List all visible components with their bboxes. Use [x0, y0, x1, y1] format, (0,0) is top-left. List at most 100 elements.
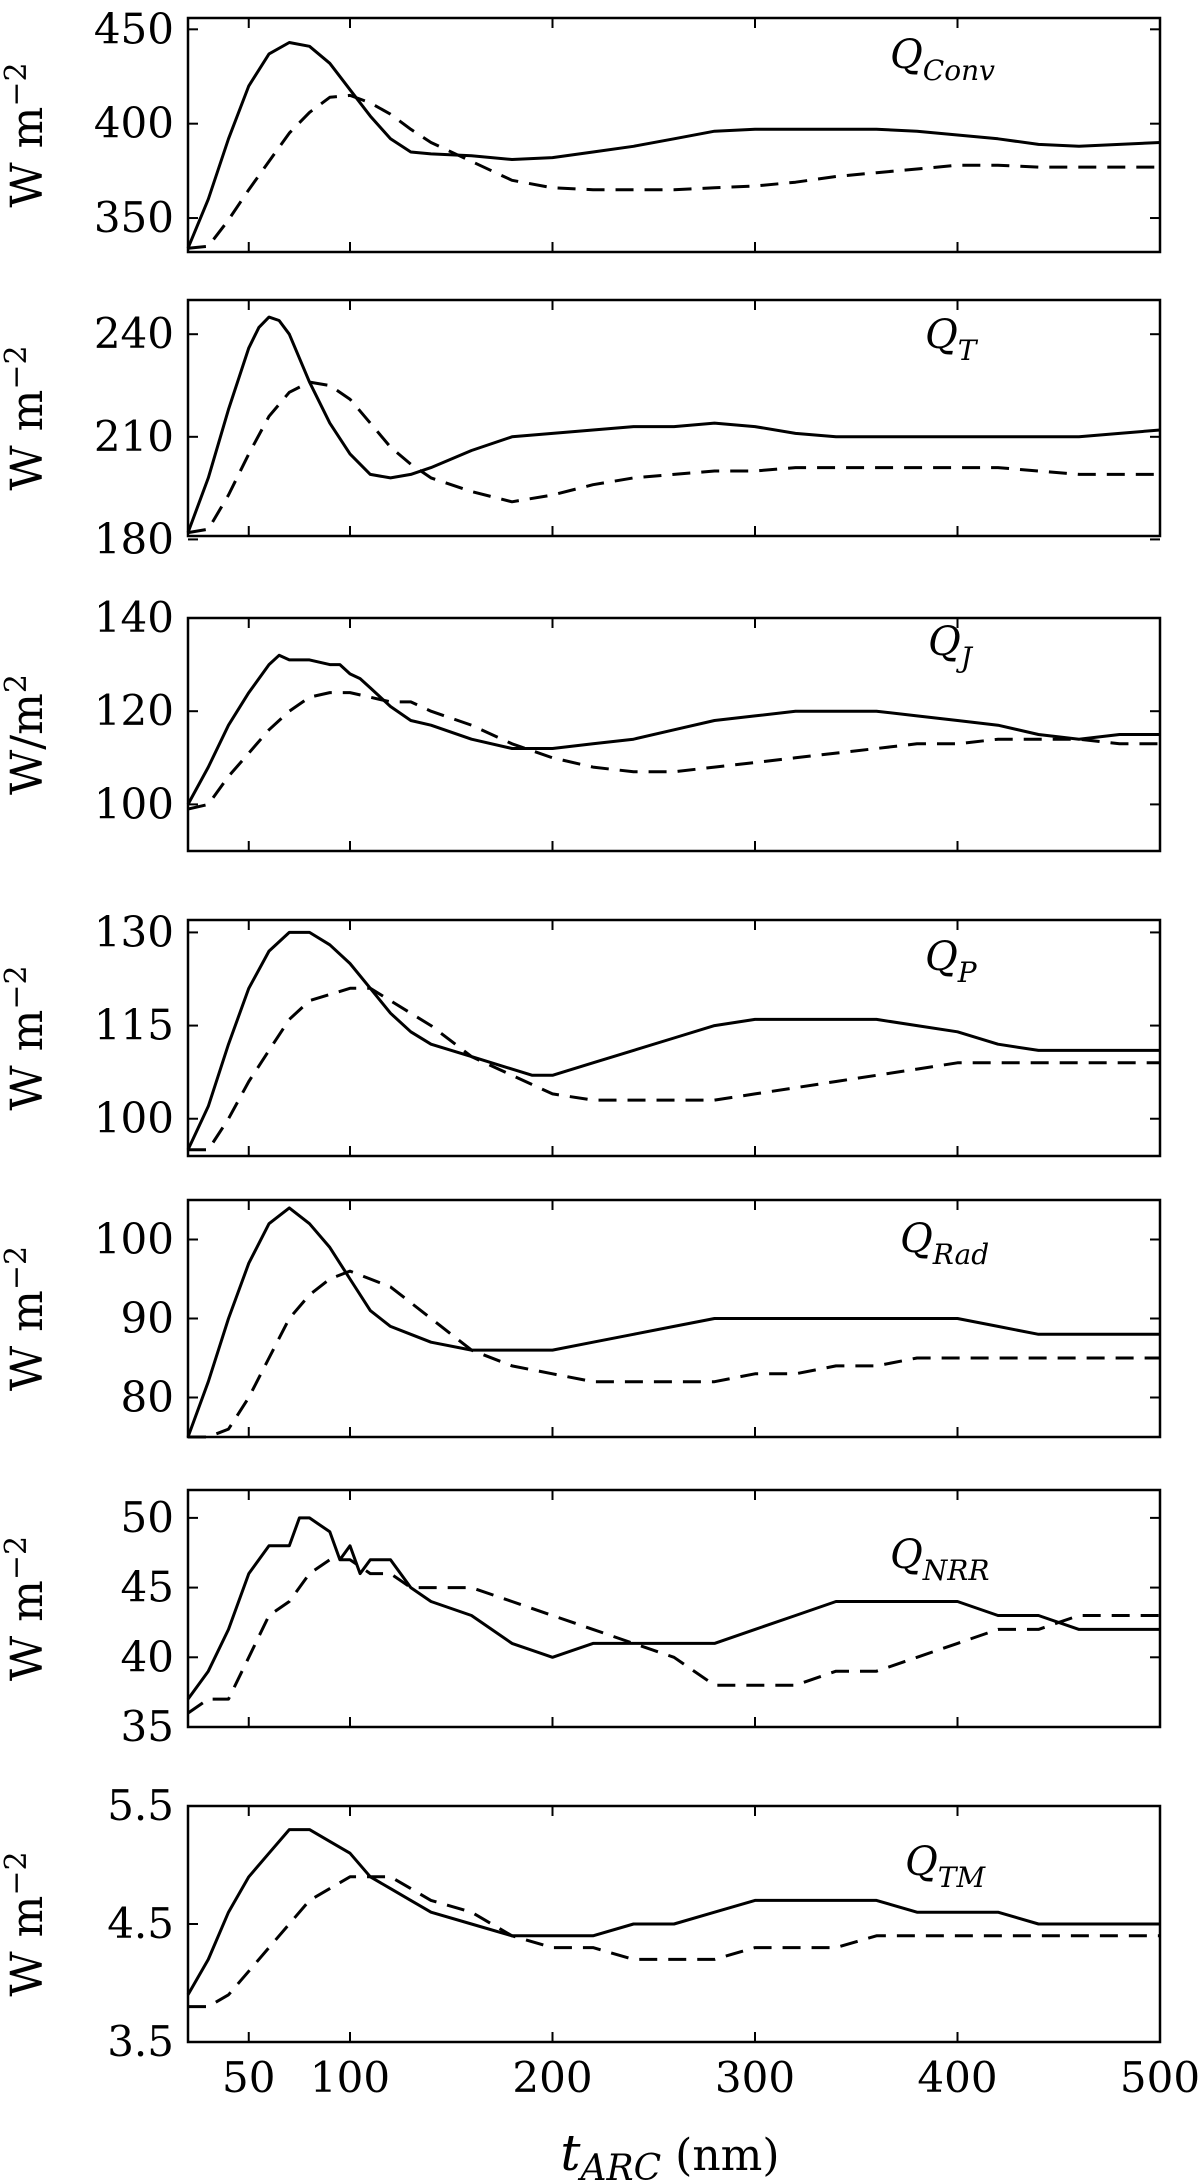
plot-frame — [186, 1198, 1162, 1439]
panel-conv: 350 400 450 W m−2 QConv — [0, 4, 1162, 254]
y-axis-label-unit: W m — [2, 1010, 53, 1111]
series-line-dashed — [188, 1269, 1160, 1439]
plot-frame — [186, 16, 1162, 254]
y-axis-label-exponent: −2 — [0, 1851, 34, 1895]
y-axis-label-unit: W/m — [2, 693, 53, 795]
y-axis-label: W m−2 — [0, 345, 53, 490]
series-quantity-label: QTM — [905, 1839, 986, 1894]
y-tick-label: 180 — [94, 514, 174, 563]
series-quantity-label: QConv — [890, 32, 995, 87]
x-tick-label: 100 — [310, 2053, 390, 2102]
plot-frame — [186, 1488, 1162, 1729]
plot-frame — [186, 918, 1162, 1158]
panel-j: 100 120 140 W/m2 QJ — [0, 593, 1162, 853]
series-line-solid — [186, 653, 1160, 806]
series-quantity-label: QNRR — [890, 1532, 989, 1587]
x-tick-label: 400 — [917, 2053, 997, 2102]
y-tick-label: 3.5 — [107, 2017, 174, 2066]
quantity-symbol: Q — [890, 1532, 923, 1578]
quantity-subscript: T — [958, 334, 979, 367]
plot-frame — [186, 616, 1162, 853]
y-tick-label: 100 — [94, 1215, 174, 1264]
y-tick-label: 40 — [121, 1632, 174, 1681]
y-axis-label: W m−2 — [0, 1536, 53, 1681]
quantity-subscript: P — [957, 956, 978, 989]
y-tick-label: 100 — [94, 779, 174, 828]
y-tick-label: 210 — [94, 412, 174, 461]
y-axis-label-exponent: −2 — [0, 1246, 34, 1290]
quantity-symbol: Q — [905, 1839, 938, 1885]
plot-frame — [186, 298, 1162, 538]
y-axis-label-exponent: −2 — [0, 345, 34, 389]
panel-nrr: 35 40 45 50 W m−2 QNRR — [0, 1488, 1162, 1751]
y-tick-label: 50 — [121, 1493, 174, 1542]
series-line-solid — [186, 1828, 1160, 1996]
y-axis-label-unit: W m — [2, 1290, 53, 1391]
y-axis-label-unit: W m — [2, 1896, 53, 1997]
y-axis-label-unit: W m — [2, 390, 53, 491]
quantity-subscript: J — [956, 641, 974, 674]
y-axis-label-exponent: 2 — [0, 674, 34, 693]
y-tick-label: 4.5 — [107, 1899, 174, 1948]
y-tick-label: 120 — [94, 686, 174, 735]
y-axis-label: W m−2 — [0, 1851, 53, 1996]
x-axis-label-unit: (nm) — [675, 2130, 779, 2181]
series-quantity-label: QT — [925, 312, 979, 367]
panel-tm: 3.5 4.5 5.5 W m−2 QTM 50 100 200 300 400 500 — [0, 1781, 1200, 2102]
y-axis-label-exponent: −2 — [0, 1536, 34, 1580]
series-line-dashed — [187, 380, 1160, 535]
y-axis-label-exponent: −2 — [0, 62, 34, 106]
y-tick-label: 80 — [121, 1373, 174, 1422]
series-line-dashed — [187, 93, 1160, 250]
quantity-symbol: Q — [925, 934, 958, 980]
x-tick-label: 50 — [222, 2053, 275, 2102]
panel-rad: 80 90 100 W m−2 QRad — [0, 1198, 1162, 1439]
series-quantity-label: QJ — [928, 619, 974, 674]
y-tick-label: 350 — [94, 193, 174, 242]
series-line-solid — [186, 315, 1161, 534]
y-tick-label: 90 — [121, 1294, 174, 1343]
x-tick-label: 500 — [1120, 2053, 1200, 2102]
y-axis-label: W m−2 — [0, 62, 53, 207]
y-tick-label: 45 — [121, 1563, 174, 1612]
series-line-solid — [186, 1516, 1160, 1700]
y-tick-label: 115 — [94, 1001, 174, 1050]
quantity-symbol: Q — [890, 32, 923, 78]
series-line-solid — [186, 1206, 1160, 1438]
x-axis-label: tARC (nm) — [560, 2124, 779, 2183]
y-axis-label-unit: W m — [2, 107, 53, 208]
quantity-symbol: Q — [928, 619, 961, 665]
series-line-dashed — [187, 1558, 1160, 1715]
series-line-dashed — [187, 691, 1160, 811]
panel-t: 180 210 240 W m−2 QT — [0, 298, 1162, 563]
quantity-symbol: Q — [900, 1216, 933, 1262]
series-line-dashed — [188, 986, 1160, 1152]
y-axis-label: W/m2 — [0, 674, 53, 795]
x-axis-label-subscript: ARC — [578, 2148, 662, 2183]
series-quantity-label: QRad — [900, 1216, 989, 1271]
series-line-dashed — [188, 1875, 1160, 2009]
x-axis-label-symbol: t — [560, 2124, 581, 2182]
series-line-solid — [186, 41, 1161, 249]
panel-p: 100 115 130 W m−2 QP — [0, 907, 1162, 1158]
quantity-symbol: Q — [925, 312, 958, 358]
y-tick-label: 100 — [94, 1094, 174, 1143]
y-tick-label: 130 — [94, 907, 174, 956]
series-line-solid — [186, 930, 1160, 1151]
x-tick-label: 300 — [715, 2053, 795, 2102]
x-tick-label: 200 — [512, 2053, 592, 2102]
quantity-subscript: Conv — [923, 54, 995, 87]
quantity-subscript: NRR — [922, 1554, 990, 1587]
y-tick-label: 5.5 — [107, 1781, 174, 1830]
y-axis-label-unit: W m — [2, 1580, 53, 1681]
y-axis-label: W m−2 — [0, 1246, 53, 1391]
series-quantity-label: QP — [925, 934, 978, 989]
y-axis-label: W m−2 — [0, 965, 53, 1110]
y-tick-label: 35 — [121, 1702, 174, 1751]
quantity-subscript: TM — [938, 1861, 987, 1894]
quantity-subscript: Rad — [932, 1238, 989, 1271]
y-axis-label-exponent: −2 — [0, 965, 34, 1009]
y-tick-label: 400 — [94, 99, 174, 148]
y-tick-label: 450 — [94, 4, 174, 53]
